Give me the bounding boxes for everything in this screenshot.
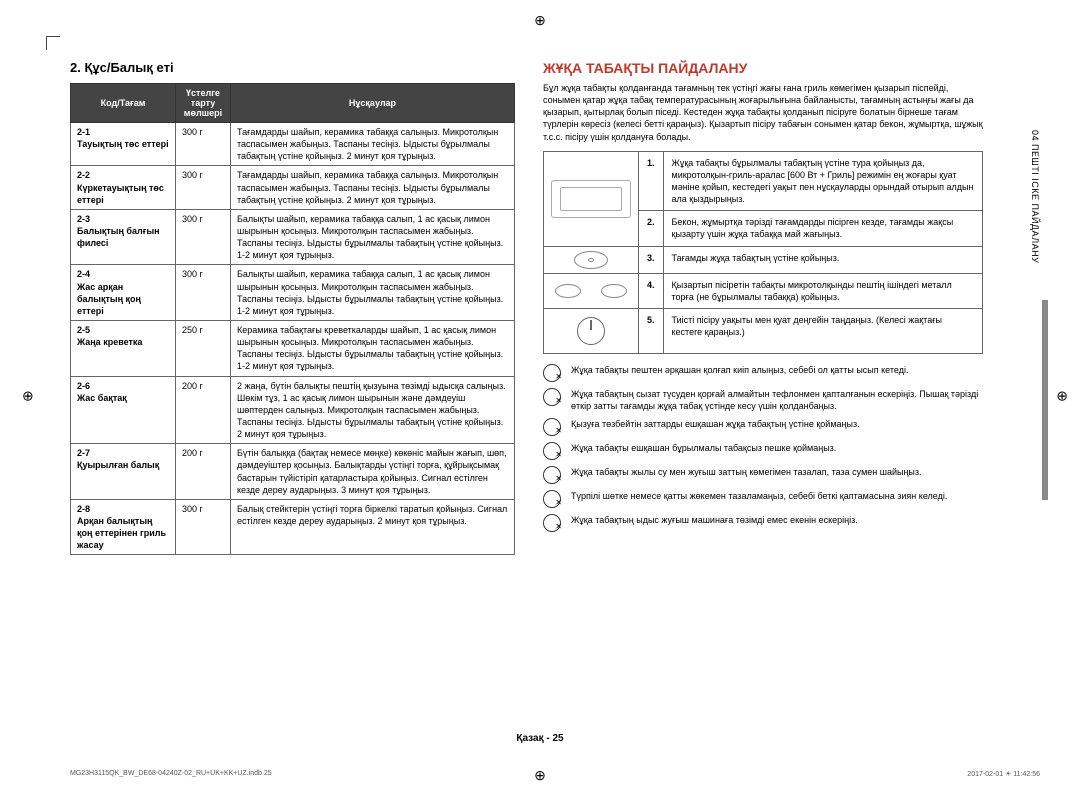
- table-row: 2-8Арқан балықтың қоң еттерінен гриль жа…: [71, 499, 515, 555]
- left-column: 2. Құс/Балық еті Код/Тағам Үстелге тарту…: [70, 60, 515, 555]
- table-row: 2-2Күркетауықтың төс еттері300 гТағамдар…: [71, 166, 515, 209]
- step-illus: [544, 246, 639, 273]
- step-text: Қызартып пісіретін табақты микротолқынды…: [663, 273, 982, 308]
- crop-mark: [46, 36, 60, 50]
- cell-portion: 300 г: [176, 209, 231, 265]
- cell-instr: Тағамдарды шайып, керамика табаққа салың…: [231, 166, 515, 209]
- cell-portion: 200 г: [176, 376, 231, 444]
- cell-code: 2-6Жас бақтақ: [71, 376, 176, 444]
- cell-code: 2-5Жаңа креветка: [71, 320, 176, 376]
- steps-table: 1.Жұқа табақты бұрылмалы табақтың үстіне…: [543, 151, 983, 354]
- footer-meta-left: MG23H3115QK_BW_DE68-04240Z-02_RU+UK+KK+U…: [70, 770, 272, 778]
- right-title: ЖҰҚА ТАБАҚТЫ ПАЙДАЛАНУ: [543, 60, 983, 76]
- cell-instr: Тағамдарды шайып, керамика табаққа салың…: [231, 123, 515, 166]
- cell-portion: 300 г: [176, 499, 231, 555]
- step-num: 1.: [639, 151, 664, 211]
- cell-code: 2-8Арқан балықтың қоң еттерінен гриль жа…: [71, 499, 176, 555]
- caution-icon: [543, 364, 561, 382]
- caution-icon: [543, 442, 561, 460]
- tip-text: Жұқа табақтың сызат түсуден қорғай алмай…: [571, 388, 983, 412]
- cell-portion: 300 г: [176, 265, 231, 321]
- caution-icon: [543, 388, 561, 406]
- tip-text: Түрпілі шөтке немесе қатты жөкемен тазал…: [571, 490, 947, 502]
- caution-icon: [543, 514, 561, 532]
- cell-code: 2-2Күркетауықтың төс еттері: [71, 166, 176, 209]
- tip-row: Жұқа табақты пештен әрқашан қолғап киіп …: [543, 364, 983, 382]
- registration-mark-right: ⊕: [1056, 388, 1068, 405]
- right-column: ЖҰҚА ТАБАҚТЫ ПАЙДАЛАНУ Бұл жұқа табақты …: [543, 60, 983, 555]
- cell-instr: Бүтін балыққа (бақтақ немесе мөңке) көкө…: [231, 444, 515, 500]
- caution-icon: [543, 466, 561, 484]
- step-text: Тиісті пісіру уақыты мен қуат деңгейін т…: [663, 308, 982, 353]
- table-row: 2-5Жаңа креветка250 гКерамика табақтағы …: [71, 320, 515, 376]
- tip-text: Жұқа табақты жылы су мен жуғыш заттың кө…: [571, 466, 922, 478]
- cell-instr: Балық стейктерін үстіңгі торға біркелкі …: [231, 499, 515, 555]
- cell-portion: 300 г: [176, 123, 231, 166]
- tip-row: Жұқа табақтың ыдыс жуғыш машинаға төзімд…: [543, 514, 983, 532]
- tip-text: Жұқа табақты ешқашан бұрылмалы табақсыз …: [571, 442, 836, 454]
- intro-text: Бұл жұқа табақты қолданғанда тағамның те…: [543, 82, 983, 143]
- cell-instr: 2 жаңа, бүтін балықты пештің қызуына төз…: [231, 376, 515, 444]
- th-code: Код/Тағам: [71, 84, 176, 123]
- cell-code: 2-1Тауықтың төс еттері: [71, 123, 176, 166]
- step-text: Бекон, жұмыртқа тәрізді тағамдарды пісір…: [663, 211, 982, 246]
- tip-row: Қызуға төзбейтін заттарды ешқашан жұқа т…: [543, 418, 983, 436]
- step-num: 5.: [639, 308, 664, 353]
- tip-row: Жұқа табақты жылы су мен жуғыш заттың кө…: [543, 466, 983, 484]
- cell-instr: Керамика табақтағы креветкаларды шайып, …: [231, 320, 515, 376]
- step-illus: [544, 308, 639, 353]
- table-row: 2-4Жас арқан балықтың қоң еттері300 гБал…: [71, 265, 515, 321]
- cell-code: 2-4Жас арқан балықтың қоң еттері: [71, 265, 176, 321]
- tip-row: Түрпілі шөтке немесе қатты жөкемен тазал…: [543, 490, 983, 508]
- step-illus: [544, 273, 639, 308]
- step-text: Тағамды жұқа табақтың үстіне қойыңыз.: [663, 246, 982, 273]
- food-table: Код/Тағам Үстелге тарту мөлшері Нұсқаула…: [70, 83, 515, 555]
- tip-row: Жұқа табақтың сызат түсуден қорғай алмай…: [543, 388, 983, 412]
- table-row: 2-6Жас бақтақ200 г2 жаңа, бүтін балықты …: [71, 376, 515, 444]
- table-row: 2-7Қуырылған балық200 гБүтін балыққа (ба…: [71, 444, 515, 500]
- tips-list: Жұқа табақты пештен әрқашан қолғап киіп …: [543, 364, 983, 532]
- page-number: Қазақ - 25: [0, 733, 1080, 744]
- tip-row: Жұқа табақты ешқашан бұрылмалы табақсыз …: [543, 442, 983, 460]
- footer-meta: MG23H3115QK_BW_DE68-04240Z-02_RU+UK+KK+U…: [70, 770, 1040, 778]
- tip-text: Жұқа табақтың ыдыс жуғыш машинаға төзімд…: [571, 514, 858, 526]
- th-instr: Нұсқаулар: [231, 84, 515, 123]
- cell-code: 2-3Балықтың балғын филесі: [71, 209, 176, 265]
- cell-instr: Балықты шайып, керамика табаққа салып, 1…: [231, 265, 515, 321]
- tip-text: Жұқа табақты пештен әрқашан қолғап киіп …: [571, 364, 908, 376]
- registration-mark-left: ⊕: [22, 388, 34, 405]
- step-illus: [544, 151, 639, 246]
- footer-meta-right: 2017-02-01 ☀ 11:42:56: [967, 770, 1040, 778]
- table-row: 2-3Балықтың балғын филесі300 гБалықты ша…: [71, 209, 515, 265]
- caution-icon: [543, 490, 561, 508]
- cell-code: 2-7Қуырылған балық: [71, 444, 176, 500]
- step-num: 4.: [639, 273, 664, 308]
- cell-portion: 200 г: [176, 444, 231, 500]
- cell-instr: Балықты шайып, керамика табаққа салып, 1…: [231, 209, 515, 265]
- cell-portion: 250 г: [176, 320, 231, 376]
- th-portion: Үстелге тарту мөлшері: [176, 84, 231, 123]
- left-section-title: 2. Құс/Балық еті: [70, 60, 515, 75]
- caution-icon: [543, 418, 561, 436]
- cell-portion: 300 г: [176, 166, 231, 209]
- registration-mark-top: ⊕: [534, 12, 546, 29]
- side-tab-label: 04 ПЕШТІ ІСКЕ ПАЙДАЛАНУ: [1024, 130, 1040, 410]
- side-tab-bar: [1042, 300, 1048, 500]
- step-num: 3.: [639, 246, 664, 273]
- table-row: 2-1Тауықтың төс еттері300 гТағамдарды ша…: [71, 123, 515, 166]
- step-num: 2.: [639, 211, 664, 246]
- tip-text: Қызуға төзбейтін заттарды ешқашан жұқа т…: [571, 418, 860, 430]
- step-text: Жұқа табақты бұрылмалы табақтың үстіне т…: [663, 151, 982, 211]
